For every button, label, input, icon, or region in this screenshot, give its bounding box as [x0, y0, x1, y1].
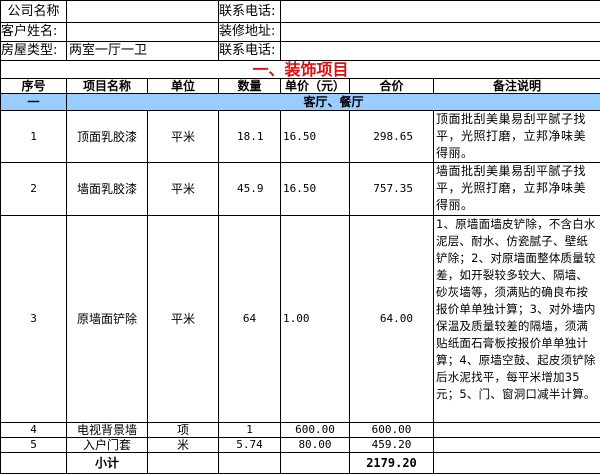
row-no: 3	[1, 216, 67, 423]
row-total: 600.00	[350, 423, 434, 438]
row-price: 16.50	[281, 163, 350, 216]
company-label: 公司名称	[1, 1, 67, 23]
empty-cell	[219, 453, 281, 474]
col-unit: 单位	[148, 79, 219, 94]
row-unit: 米	[148, 438, 219, 453]
col-no: 序号	[1, 79, 67, 94]
row-price: 600.00	[281, 423, 350, 438]
house-field[interactable]: 两室一厅一卫	[67, 42, 219, 61]
row-unit: 平米	[148, 163, 219, 216]
table-row: 4 电视背景墙 项 1 600.00 600.00	[1, 423, 600, 438]
row-no: 5	[1, 438, 67, 453]
row-unit: 平米	[148, 111, 219, 163]
row-qty: 64	[219, 216, 281, 423]
table-row: 5 入户门套 米 5.74 80.00 459.20	[1, 438, 600, 453]
row-no: 1	[1, 111, 67, 163]
empty-cell	[281, 453, 350, 474]
row-name: 入户门套	[67, 438, 148, 453]
table-row: 3 原墙面铲除 平米 64 1.00 64.00 1、原墙面墙皮铲除，不含白水泥…	[1, 216, 600, 423]
row-name: 墙面乳胶漆	[67, 163, 148, 216]
row-no: 2	[1, 163, 67, 216]
col-qty: 数量	[219, 79, 281, 94]
row-unit: 项	[148, 423, 219, 438]
info-row-company: 公司名称 联系电话:	[1, 1, 600, 23]
row-qty: 1	[219, 423, 281, 438]
col-note: 备注说明	[434, 79, 600, 94]
row-price: 80.00	[281, 438, 350, 453]
col-name: 项目名称	[67, 79, 148, 94]
row-qty: 18.1	[219, 111, 281, 163]
row-note	[434, 423, 600, 438]
phone2-field[interactable]	[281, 42, 600, 61]
table-header: 序号 项目名称 单位 数量 单价（元） 合价 备注说明	[1, 79, 600, 94]
empty-cell	[434, 453, 600, 474]
customer-field[interactable]	[67, 23, 219, 42]
group-row: 一 客厅、餐厅	[1, 94, 600, 111]
row-unit: 平米	[148, 216, 219, 423]
address-field[interactable]	[281, 23, 600, 42]
empty-cell	[148, 453, 219, 474]
col-price: 单价（元）	[281, 79, 350, 94]
info-row-house: 房屋类型: 两室一厅一卫 联系电话:	[1, 42, 600, 61]
row-note: 墙面批刮美巢易刮平腻子找平，光照打磨，立邦净味美得丽。	[434, 163, 600, 216]
phone1-field[interactable]	[281, 1, 600, 23]
row-note: 顶面批刮美巢易刮平腻子找平，光照打磨，立邦净味美得丽。	[434, 111, 600, 163]
info-row-customer: 客户姓名: 装修地址:	[1, 23, 600, 42]
row-total: 298.65	[350, 111, 434, 163]
subtotal-value: 2179.20	[350, 453, 434, 474]
row-total: 459.20	[350, 438, 434, 453]
row-name: 顶面乳胶漆	[67, 111, 148, 163]
group-name: 客厅、餐厅	[67, 94, 600, 111]
row-name: 原墙面铲除	[67, 216, 148, 423]
row-name: 电视背景墙	[67, 423, 148, 438]
row-qty: 5.74	[219, 438, 281, 453]
row-total: 64.00	[350, 216, 434, 423]
company-field[interactable]	[67, 1, 219, 23]
subtotal-row: 小计 2179.20	[1, 453, 600, 474]
row-price: 16.50	[281, 111, 350, 163]
row-note	[434, 438, 600, 453]
table-row: 1 顶面乳胶漆 平米 18.1 16.50 298.65 顶面批刮美巢易刮平腻子…	[1, 111, 600, 163]
row-price: 1.00	[281, 216, 350, 423]
col-total: 合价	[350, 79, 434, 94]
group-index: 一	[1, 94, 67, 111]
phone2-label: 联系电话:	[219, 42, 281, 61]
table-row: 2 墙面乳胶漆 平米 45.9 16.50 757.35 墙面批刮美巢易刮平腻子…	[1, 163, 600, 216]
section-title: 一、装饰项目	[1, 61, 600, 79]
row-note: 1、原墙面墙皮铲除，不含白水泥层、耐水、仿瓷腻子、壁纸铲除；2、对原墙面整体质量…	[434, 216, 600, 423]
house-label: 房屋类型:	[1, 42, 67, 61]
subtotal-label: 小计	[67, 453, 148, 474]
row-no: 4	[1, 423, 67, 438]
address-label: 装修地址:	[219, 23, 281, 42]
customer-label: 客户姓名:	[1, 23, 67, 42]
empty-cell	[1, 453, 67, 474]
phone1-label: 联系电话:	[219, 1, 281, 23]
row-qty: 45.9	[219, 163, 281, 216]
row-total: 757.35	[350, 163, 434, 216]
